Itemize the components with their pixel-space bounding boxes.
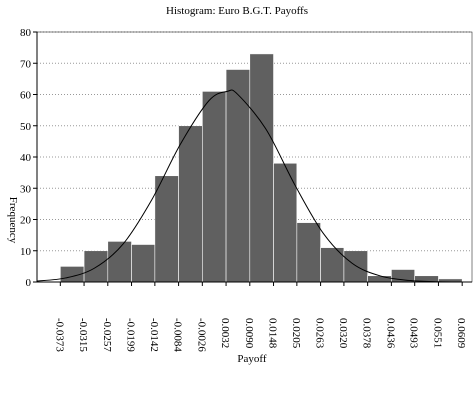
bar bbox=[154, 175, 179, 283]
y-tick-label: 30 bbox=[20, 183, 32, 195]
bar bbox=[249, 53, 274, 283]
x-tick-label: 0.0320 bbox=[337, 318, 349, 349]
bar bbox=[83, 250, 109, 283]
x-tick-label: 0.0436 bbox=[384, 318, 396, 349]
chart-title: Histogram: Euro B.G.T. Payoffs bbox=[166, 5, 308, 17]
y-tick-label: 0 bbox=[26, 277, 32, 289]
bar bbox=[131, 244, 156, 283]
x-tick-label: 0.0551 bbox=[431, 318, 443, 348]
x-tick-label: 0.0032 bbox=[219, 318, 231, 348]
x-tick-label: -0.0026 bbox=[195, 318, 207, 352]
x-tick-label: -0.0142 bbox=[148, 318, 160, 352]
y-axis-label: Frequency bbox=[7, 197, 19, 244]
y-tick-label: 60 bbox=[20, 90, 32, 102]
normal-curve bbox=[36, 89, 471, 283]
x-tick-label: 0.0609 bbox=[455, 318, 467, 349]
x-tick-label: 0.0205 bbox=[290, 318, 302, 349]
x-tick-label: 0.0378 bbox=[361, 318, 373, 349]
y-tick-label: 70 bbox=[20, 58, 32, 70]
bar bbox=[225, 69, 251, 283]
bar bbox=[296, 222, 321, 283]
bar bbox=[178, 125, 203, 283]
y-tick-label: 10 bbox=[20, 246, 32, 258]
y-tick-label: 20 bbox=[20, 215, 32, 227]
x-axis-label: Payoff bbox=[237, 353, 266, 365]
bar bbox=[202, 91, 227, 283]
x-tick-label: -0.0257 bbox=[101, 318, 113, 352]
x-tick-label: -0.0315 bbox=[77, 318, 89, 352]
x-tick-label: -0.0373 bbox=[53, 318, 65, 352]
y-tick-label: 40 bbox=[20, 152, 32, 164]
bar bbox=[367, 275, 392, 283]
plot-frame bbox=[36, 31, 473, 283]
x-tick-label: -0.0084 bbox=[172, 318, 184, 352]
x-tick-label: -0.0199 bbox=[125, 318, 137, 352]
x-tick-label: 0.0090 bbox=[243, 318, 255, 349]
y-tick-label: 50 bbox=[20, 121, 32, 133]
x-tick-label: 0.0263 bbox=[314, 318, 326, 349]
x-tick-label: 0.0493 bbox=[408, 318, 420, 349]
x-tick-label: 0.0148 bbox=[267, 318, 279, 349]
y-tick-label: 80 bbox=[20, 27, 32, 39]
bar bbox=[343, 250, 368, 283]
